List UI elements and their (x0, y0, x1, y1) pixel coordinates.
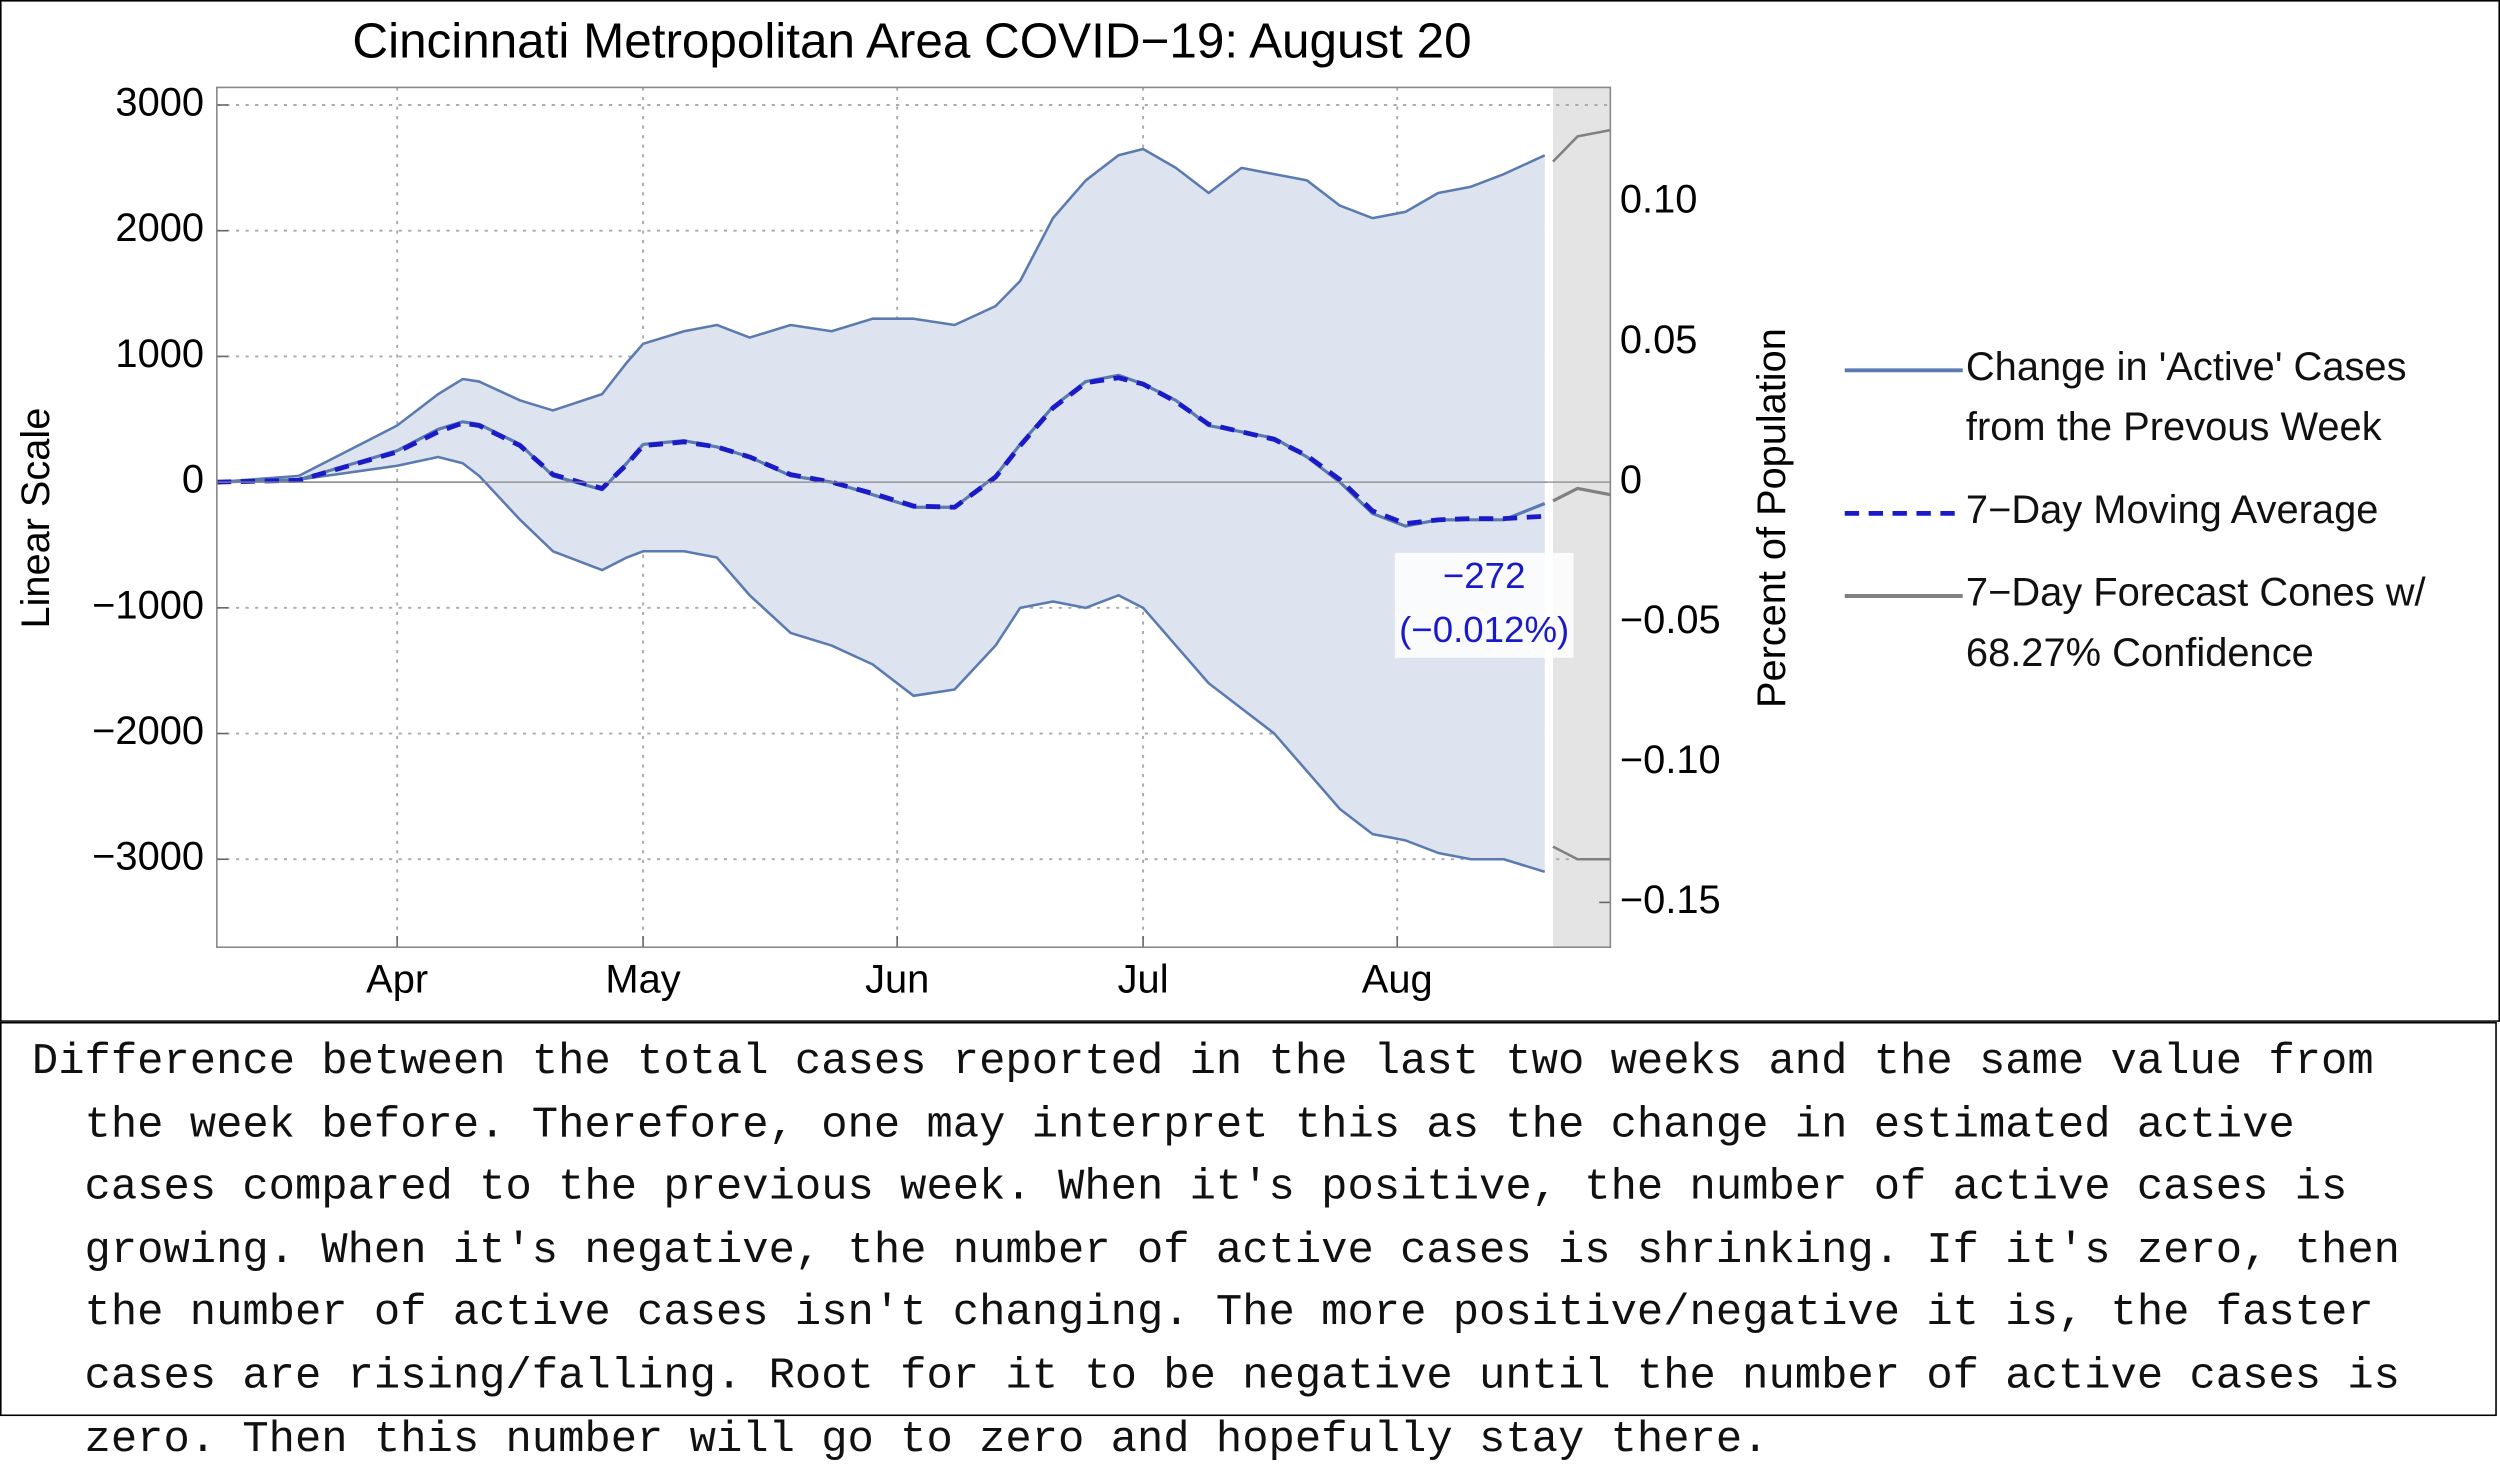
legend-label: 7−Day Moving Average (1965, 487, 2379, 533)
legend-item: Change in 'Active' Cases from the Prevou… (1842, 337, 2496, 458)
legend-label: Change in 'Active' Cases from the Prevou… (1965, 344, 2407, 450)
y2-axis-label: Percent of Population (1750, 328, 1794, 708)
y2-tick-label: 0 (1620, 458, 1642, 502)
y-tick-label: 0 (182, 458, 204, 502)
band-line (216, 455, 1546, 874)
confidence-band (216, 149, 1545, 872)
y-tick-label: −1000 (92, 583, 204, 627)
legend: Change in 'Active' Cases from the Prevou… (1842, 337, 2496, 706)
legend-swatch (1844, 510, 1963, 516)
chart-title: Cincinnati Metropolitan Area COVID−19: A… (352, 14, 1471, 69)
band-line (1552, 845, 1611, 861)
y-tick-label: −3000 (92, 835, 204, 879)
chart: Cincinnati Metropolitan Area COVID−19: A… (0, 0, 2500, 1022)
x-tick-label: Apr (366, 958, 428, 1002)
band-line (216, 147, 1546, 484)
series-line (1552, 486, 1611, 503)
legend-label: 7−Day Forecast Cones w/ 68.27% Confidenc… (1965, 570, 2426, 676)
y-tick-label: 2000 (115, 206, 204, 250)
y2-tick-label: 0.10 (1620, 178, 1698, 222)
legend-item: 7−Day Forecast Cones w/ 68.27% Confidenc… (1842, 563, 2496, 684)
forecast-band (1552, 130, 1611, 860)
series-line (216, 375, 1545, 526)
y2-tick-label: 0.05 (1620, 318, 1698, 362)
y-tick-label: 1000 (115, 332, 204, 376)
x-tick-label: Jun (865, 958, 929, 1002)
legend-swatch (1844, 368, 1963, 373)
x-tick-label: Jul (1118, 958, 1169, 1002)
legend-swatch (1844, 594, 1963, 598)
annotation: −272 (1443, 555, 1526, 596)
x-tick-label: Aug (1362, 958, 1433, 1002)
description: Difference between the total cases repor… (0, 1021, 2497, 1465)
legend-item: 7−Day Moving Average (1842, 480, 2496, 540)
y-tick-label: −2000 (92, 709, 204, 753)
band-line (1552, 128, 1611, 163)
y2-tick-label: −0.15 (1620, 878, 1721, 922)
chart-border (0, 0, 2500, 1022)
annotation-box (1394, 552, 1574, 658)
plot-frame (216, 86, 1612, 949)
annotation: (−0.012%) (1399, 609, 1569, 650)
y2-tick-label: −0.10 (1620, 738, 1721, 782)
x-tick-label: May (605, 958, 680, 1002)
y-axis-label: Linear Scale (14, 408, 58, 629)
y-tick-label: 3000 (115, 81, 204, 125)
y2-tick-label: −0.05 (1620, 598, 1721, 642)
